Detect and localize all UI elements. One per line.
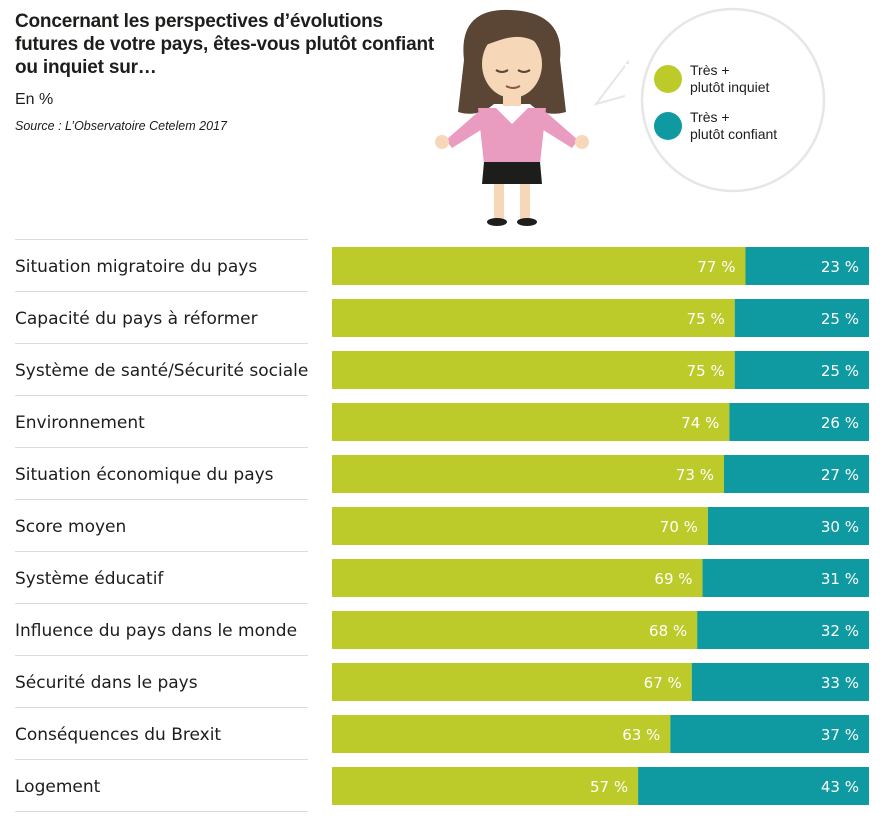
legend-confiant-line2: plutôt confiant xyxy=(690,126,778,142)
legend-confiant-line1: Très + xyxy=(690,109,730,125)
speech-bubble-circle xyxy=(640,7,826,193)
value-label: 73 % xyxy=(676,466,714,484)
bar-confiant xyxy=(745,247,869,285)
value-label: 69 % xyxy=(654,570,692,588)
category-label: Environnement xyxy=(15,413,145,433)
chart-title: Concernant les perspectives d’évolutions… xyxy=(15,11,435,78)
legend-label-inquiet: Très + plutôt inquiet xyxy=(690,62,769,96)
category-label: Influence du pays dans le monde xyxy=(15,621,297,641)
value-label: 75 % xyxy=(687,310,725,328)
bar-confiant xyxy=(702,559,869,597)
value-label: 26 % xyxy=(821,414,859,432)
bar-inquiet xyxy=(332,767,639,805)
woman-illustration xyxy=(435,7,826,226)
bar-inquiet xyxy=(332,351,735,389)
value-label: 27 % xyxy=(821,466,859,484)
value-label: 43 % xyxy=(821,778,859,796)
bar-confiant xyxy=(697,611,869,649)
value-label: 23 % xyxy=(821,258,859,276)
bar-inquiet xyxy=(332,507,708,545)
category-label: Capacité du pays à réformer xyxy=(15,309,258,329)
category-label: Logement xyxy=(15,777,101,797)
category-label: Score moyen xyxy=(15,517,126,537)
bar-inquiet xyxy=(332,455,725,493)
face xyxy=(482,30,542,98)
bar-confiant xyxy=(734,299,869,337)
bar-confiant xyxy=(638,767,869,805)
bar-confiant xyxy=(724,455,869,493)
value-label: 70 % xyxy=(660,518,698,536)
pink-blouse xyxy=(478,108,546,164)
bar-inquiet xyxy=(332,663,692,701)
value-label: 32 % xyxy=(821,622,859,640)
unit-label: En % xyxy=(15,91,54,108)
bar-confiant xyxy=(734,351,869,389)
category-label: Sécurité dans le pays xyxy=(15,673,198,693)
value-label: 31 % xyxy=(821,570,859,588)
bar-inquiet xyxy=(332,247,746,285)
value-label: 68 % xyxy=(649,622,687,640)
bar-inquiet xyxy=(332,611,698,649)
value-label: 30 % xyxy=(821,518,859,536)
category-label: Conséquences du Brexit xyxy=(15,725,221,745)
value-label: 33 % xyxy=(821,674,859,692)
category-label: Situation migratoire du pays xyxy=(15,257,257,277)
legend-label-confiant: Très + plutôt confiant xyxy=(690,109,777,143)
value-label: 67 % xyxy=(644,674,682,692)
value-label: 75 % xyxy=(687,362,725,380)
category-label: Système éducatif xyxy=(15,569,164,589)
bar-inquiet xyxy=(332,403,730,441)
bar-inquiet xyxy=(332,299,735,337)
bar-confiant xyxy=(670,715,869,753)
value-label: 74 % xyxy=(681,414,719,432)
bar-confiant xyxy=(729,403,869,441)
value-label: 25 % xyxy=(821,310,859,328)
bar-inquiet xyxy=(332,715,671,753)
legend-swatch-confiant xyxy=(654,112,682,140)
source-note: Source : L’Observatoire Cetelem 2017 xyxy=(15,119,227,133)
value-label: 57 % xyxy=(590,778,628,796)
legend-inquiet-line2: plutôt inquiet xyxy=(690,79,770,95)
black-skirt xyxy=(482,162,542,184)
value-label: 25 % xyxy=(821,362,859,380)
legend-swatch-inquiet xyxy=(654,65,682,93)
bar-inquiet xyxy=(332,559,703,597)
legend-inquiet-line1: Très + xyxy=(690,62,730,78)
value-label: 63 % xyxy=(622,726,660,744)
category-label: Système de santé/Sécurité sociale xyxy=(15,361,308,381)
bar-confiant xyxy=(691,663,869,701)
value-label: 37 % xyxy=(821,726,859,744)
bar-confiant xyxy=(707,507,869,545)
value-label: 77 % xyxy=(697,258,735,276)
category-label: Situation économique du pays xyxy=(15,465,274,485)
